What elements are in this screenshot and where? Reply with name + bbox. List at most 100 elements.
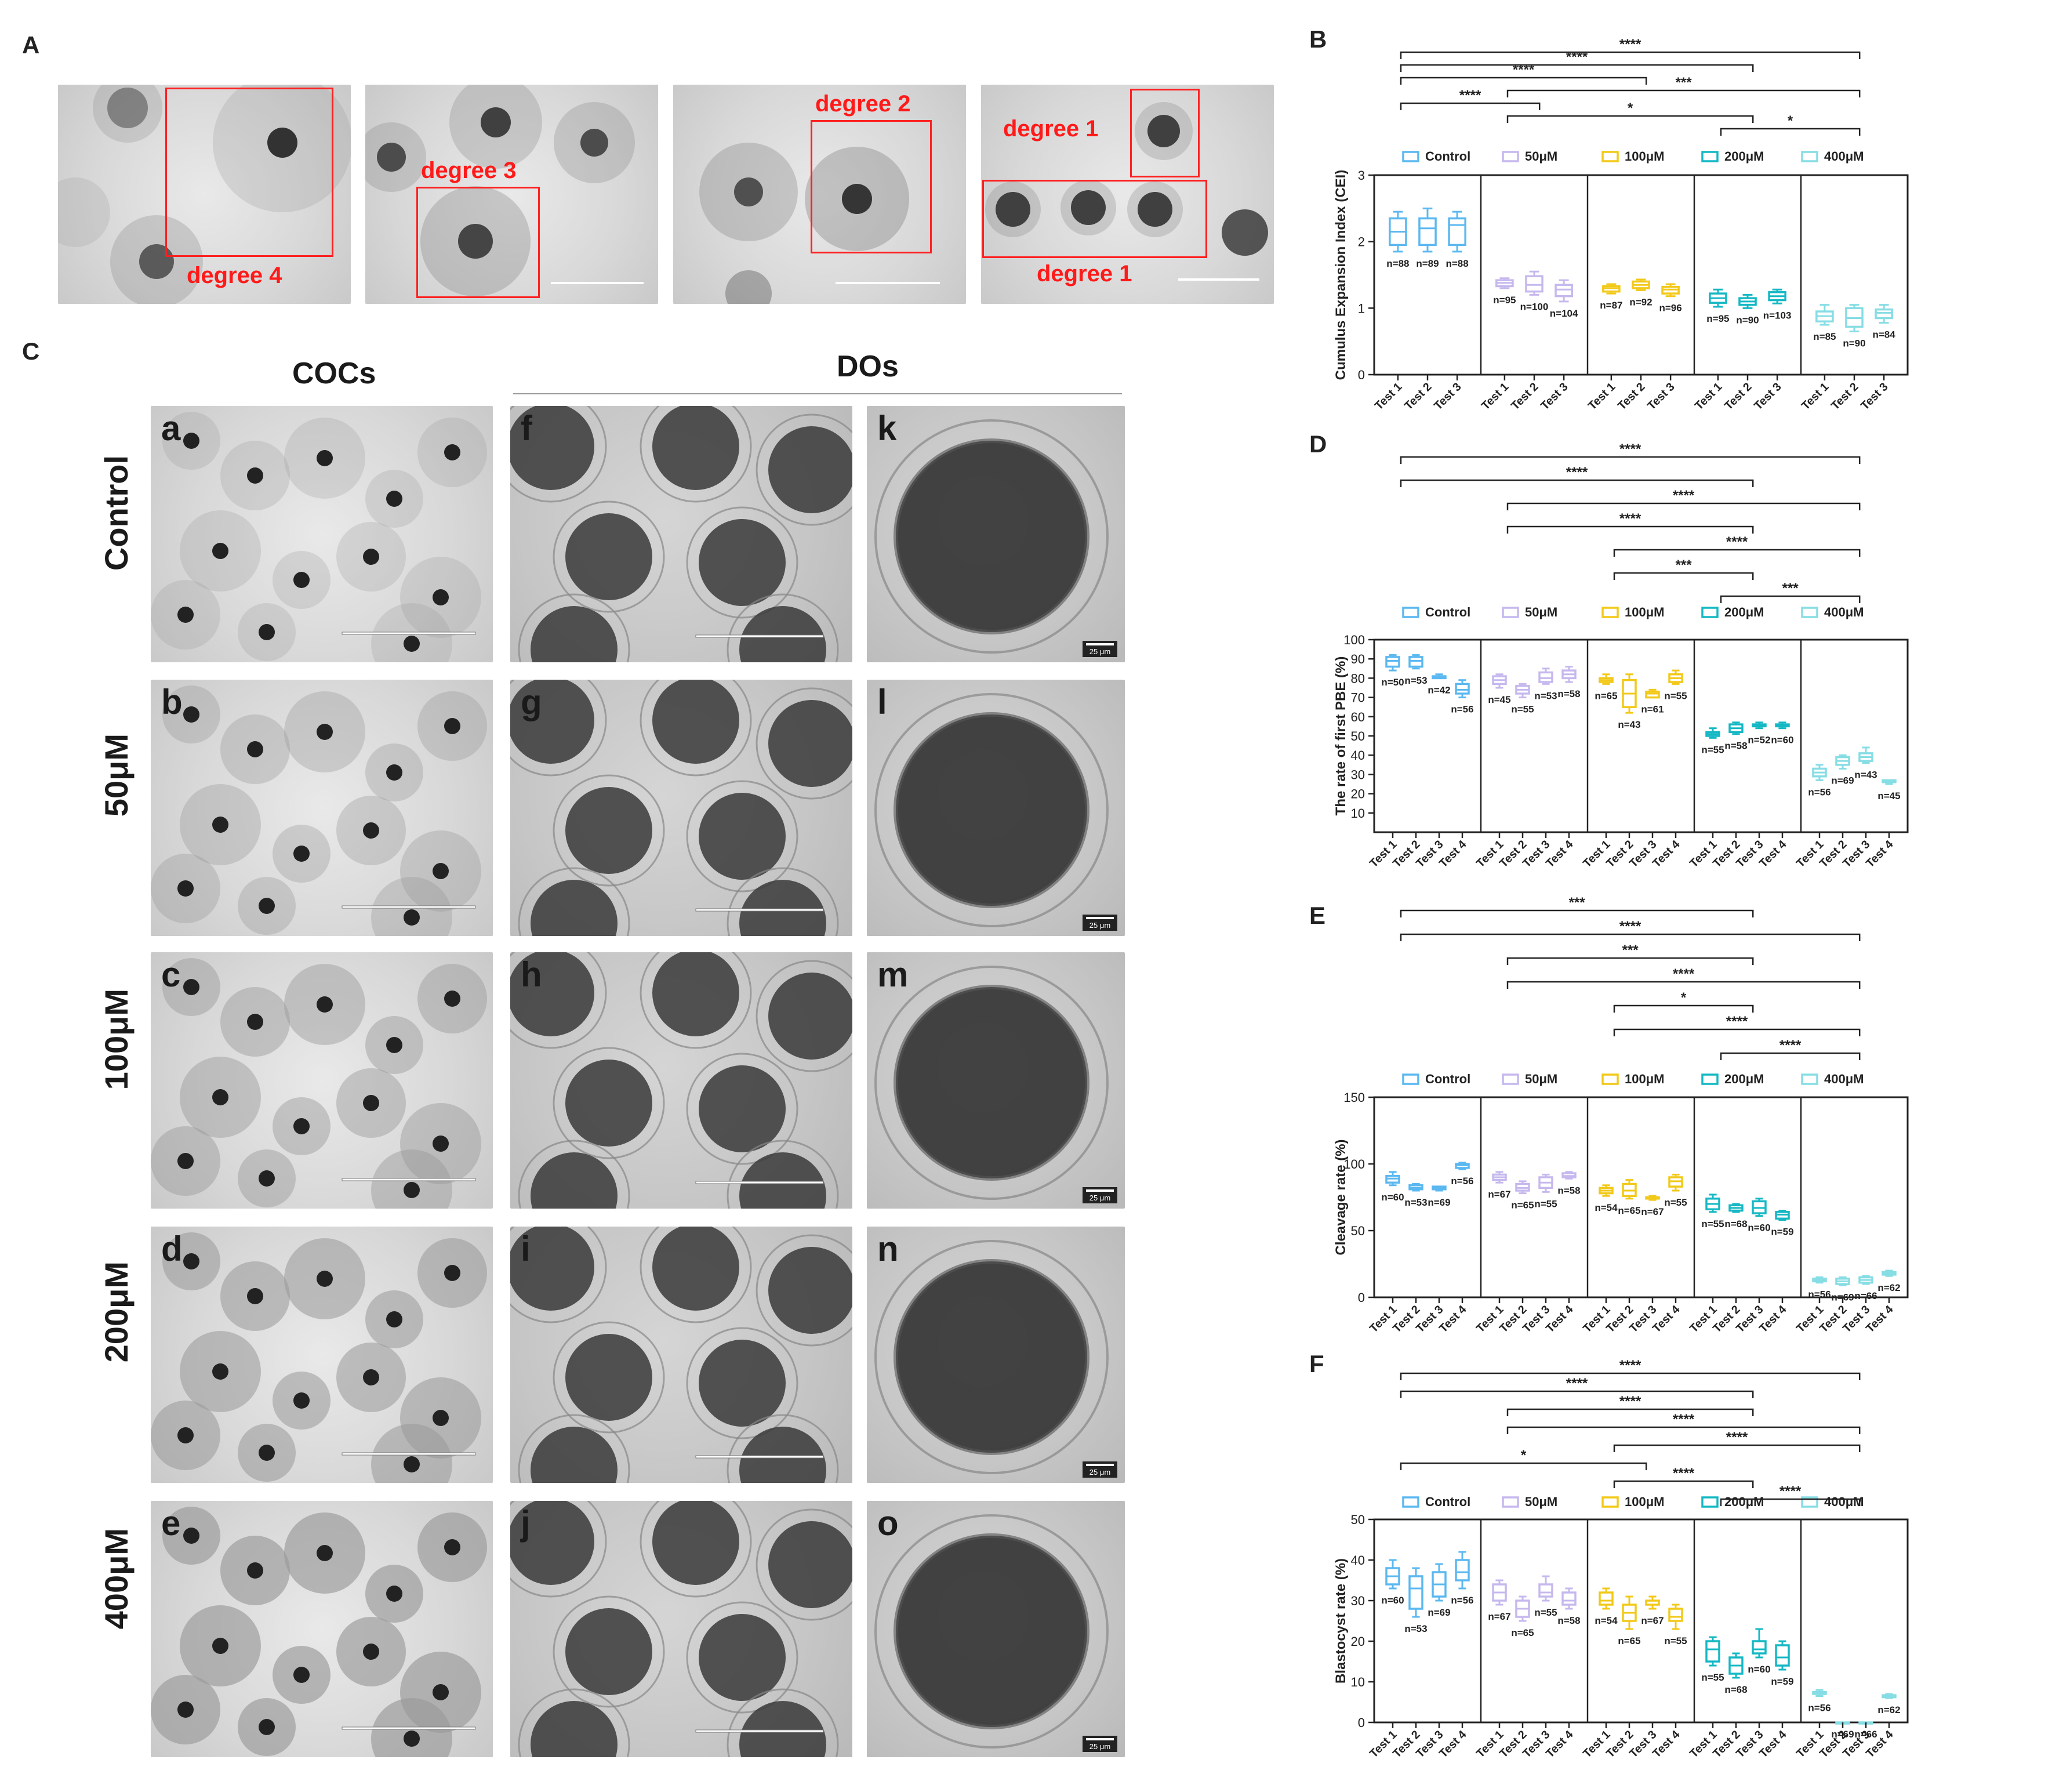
- n-label: n=60: [1771, 735, 1793, 746]
- n-label: n=104: [1550, 308, 1578, 319]
- box-50μM-test1: [1492, 673, 1507, 689]
- svg-text:*: *: [1788, 113, 1793, 129]
- degree1-label-top: degree 1: [1003, 116, 1099, 142]
- box-50μM-test2: [1525, 270, 1543, 296]
- box-200μM-test4: [1775, 1210, 1790, 1221]
- significance-bracket: ****: [1613, 1014, 1861, 1036]
- box-Control-test2: [1408, 654, 1423, 670]
- sub-letter-j: j: [521, 1504, 531, 1543]
- legend-item-Control: Control: [1402, 1072, 1470, 1086]
- y-tick-label: 50: [1351, 1224, 1365, 1238]
- n-label: n=87: [1600, 300, 1622, 311]
- significance-bracket: ****: [1400, 1376, 1754, 1398]
- micrograph-a4-art: [985, 102, 1268, 281]
- box-Control-test1: [1385, 1559, 1400, 1590]
- n-label: n=62: [1877, 1282, 1900, 1293]
- n-label: n=67: [1641, 1206, 1664, 1217]
- box-200μM-test1: [1705, 1194, 1720, 1213]
- box-Control-test3: [1432, 673, 1447, 680]
- x-tick-label: Test 2: [1509, 380, 1541, 412]
- n-label: n=59: [1771, 1676, 1793, 1687]
- x-tick-label: Test 4: [1650, 1303, 1683, 1335]
- legend-item-200μM: 200μM: [1701, 605, 1764, 619]
- panel-letter-f: F: [1309, 1350, 1324, 1377]
- x-tick-label: Test 4: [1437, 1303, 1469, 1335]
- legend-item-400μM: 400μM: [1801, 1072, 1864, 1086]
- plot-frame: [1373, 1518, 1909, 1724]
- n-label: n=58: [1724, 741, 1747, 752]
- panel-letter-e: E: [1309, 902, 1326, 929]
- n-label: n=54: [1595, 1202, 1618, 1213]
- x-tick-label: Test 4: [1543, 837, 1576, 870]
- n-label: n=56: [1451, 1595, 1473, 1606]
- x-tick-label: Test 4: [1757, 837, 1789, 870]
- box-100μM-test1: [1599, 1587, 1614, 1610]
- micrograph-a2: [365, 85, 658, 304]
- sub-letter-g: g: [521, 683, 542, 721]
- svg-text:50μM: 50μM: [1525, 149, 1557, 164]
- n-label: n=67: [1488, 1611, 1510, 1622]
- n-label: n=61: [1641, 704, 1664, 715]
- x-tick-label: Test 4: [1757, 1303, 1789, 1335]
- x-tick-label: Test 4: [1543, 1728, 1576, 1760]
- n-label: n=52: [1748, 735, 1770, 746]
- legend-item-400μM: 400μM: [1801, 149, 1864, 164]
- significance-bracket: ****: [1506, 1412, 1861, 1434]
- significance-bracket: ***: [1506, 75, 1861, 97]
- n-label: n=65: [1511, 1200, 1534, 1211]
- y-tick-label: 40: [1351, 1553, 1365, 1568]
- box-Control-test2: [1408, 1567, 1423, 1618]
- n-label: n=56: [1808, 1703, 1831, 1714]
- svg-text:*: *: [1681, 990, 1687, 1006]
- box-Control-test1: [1389, 211, 1407, 253]
- n-label: n=56: [1808, 786, 1831, 797]
- box-Control-test2: [1418, 207, 1437, 253]
- svg-text:****: ****: [1619, 1358, 1641, 1373]
- y-axis-label: Cleavage rate (%): [1333, 1139, 1349, 1255]
- degree3-label: degree 3: [421, 158, 517, 183]
- chart-b: 0 1 2 3 Cumulus Expansion Index (CEI) n=88 Tes…: [1333, 37, 1909, 412]
- plot-frame: [1373, 639, 1909, 833]
- plot-frame: [1373, 1096, 1909, 1298]
- chart-d: 10 20 30 40 50 60 70 80 90 100 The rate of first P…: [1333, 441, 1909, 870]
- n-label: n=67: [1488, 1189, 1510, 1200]
- n-label: n=69: [1831, 1292, 1854, 1303]
- row-label-control: Control: [98, 455, 135, 571]
- significance-bracket: ****: [1613, 1465, 1754, 1488]
- svg-text:*: *: [1521, 1448, 1527, 1463]
- box-Control-test3: [1432, 1563, 1447, 1602]
- y-tick-label: 40: [1351, 748, 1365, 763]
- box-Control-test1: [1385, 654, 1400, 672]
- x-tick-label: Test 4: [1437, 837, 1469, 870]
- svg-text:****: ****: [1673, 1412, 1695, 1427]
- svg-text:***: ***: [1676, 557, 1693, 573]
- y-tick-label: 30: [1351, 767, 1365, 782]
- significance-bracket: ****: [1400, 1358, 1861, 1380]
- n-label: n=65: [1618, 1635, 1640, 1646]
- scale-label-k: 25 μm: [1089, 647, 1110, 656]
- svg-text:Control: Control: [1425, 1072, 1470, 1086]
- n-label: n=100: [1520, 301, 1549, 312]
- n-label: n=55: [1534, 1198, 1557, 1209]
- y-tick-label: 70: [1351, 691, 1365, 705]
- box-400μM-test3: [1858, 1275, 1873, 1285]
- n-label: n=90: [1736, 314, 1759, 325]
- x-tick-label: Test 3: [1432, 380, 1463, 412]
- svg-text:****: ****: [1726, 1430, 1748, 1445]
- box-50μM-test3: [1538, 1173, 1553, 1193]
- svg-text:****: ****: [1459, 88, 1481, 103]
- n-label: n=55: [1701, 1218, 1724, 1229]
- svg-text:****: ****: [1726, 1014, 1748, 1029]
- n-label: n=60: [1381, 1595, 1404, 1606]
- box-50μM-test3: [1538, 1575, 1553, 1602]
- degree2-box: [811, 120, 932, 253]
- box-50μM-test3: [1538, 668, 1553, 685]
- svg-text:100μM: 100μM: [1625, 1072, 1665, 1086]
- box-100μM-test4: [1668, 669, 1683, 685]
- legend-item-100μM: 100μM: [1601, 1072, 1665, 1086]
- significance-bracket: ****: [1506, 966, 1861, 989]
- y-tick-label: 100: [1343, 633, 1365, 647]
- n-label: n=60: [1381, 1192, 1404, 1203]
